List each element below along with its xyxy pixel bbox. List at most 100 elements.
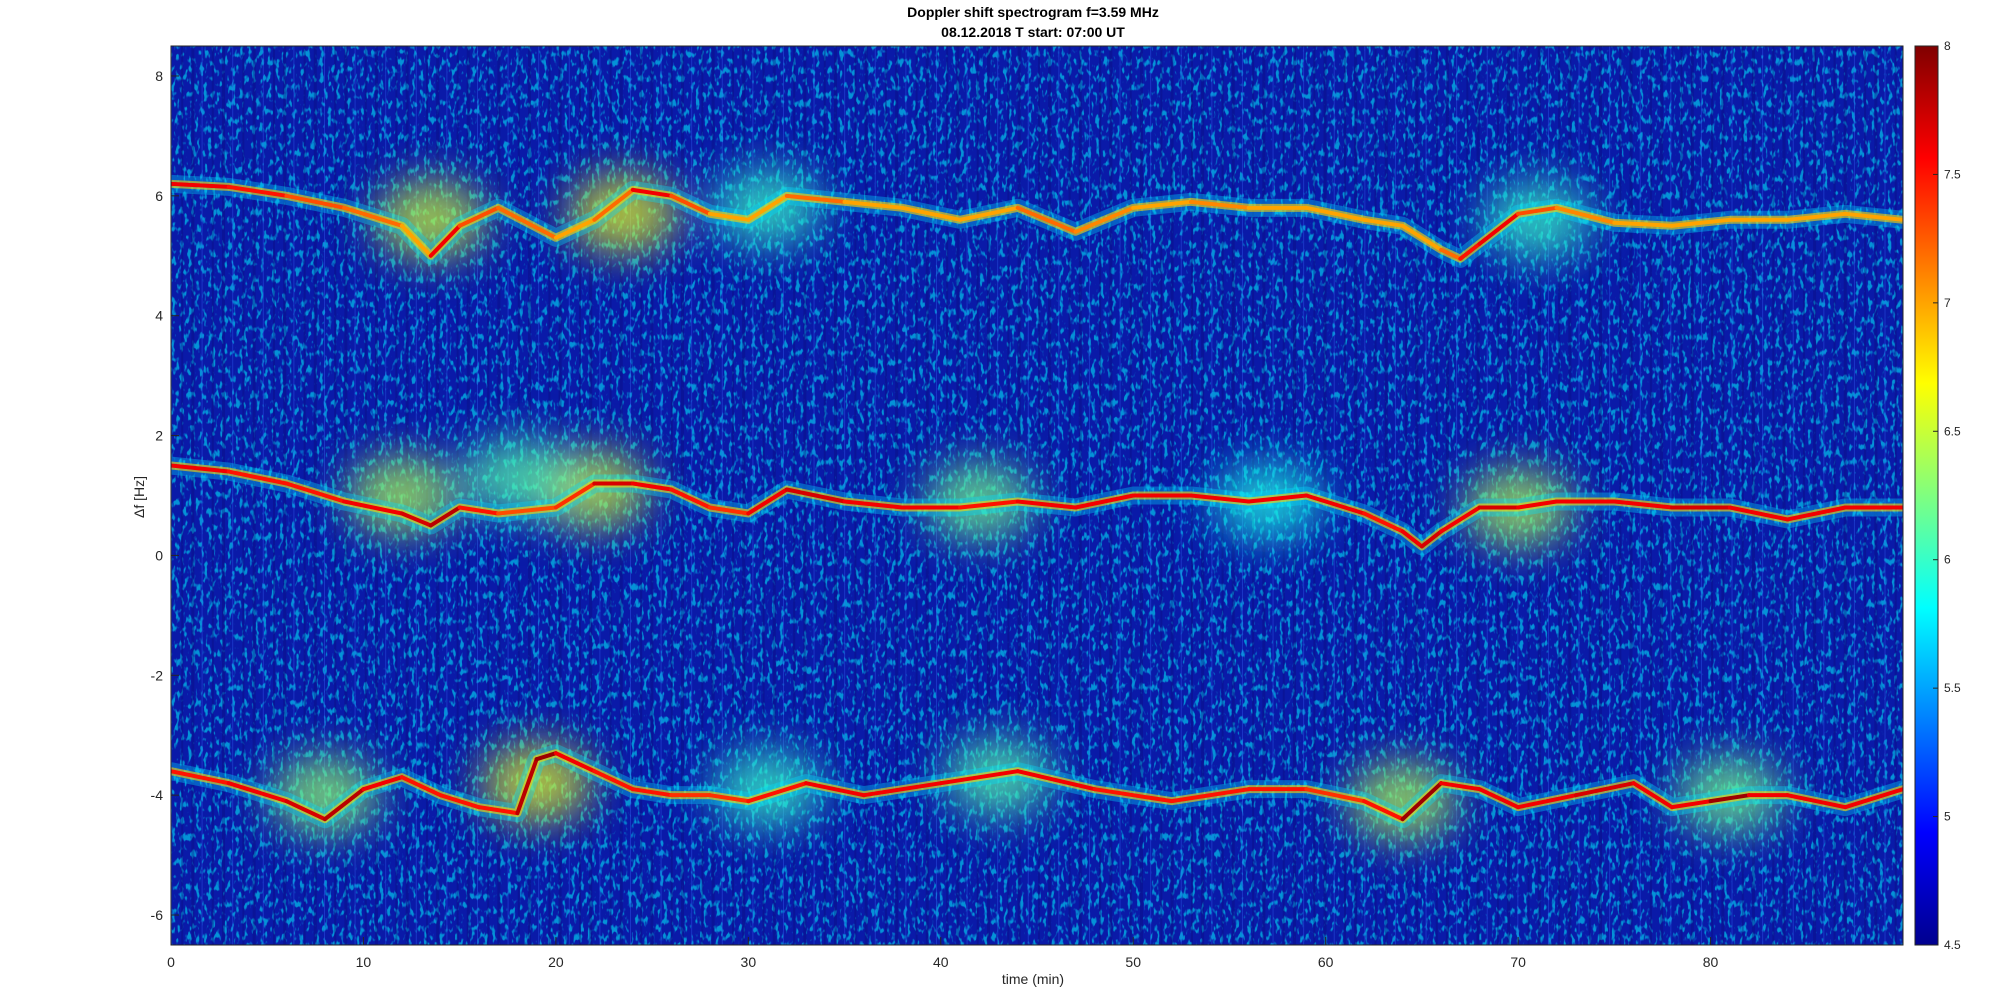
trace-segment — [1670, 799, 1713, 810]
stripe — [252, 46, 256, 945]
stripe — [864, 46, 868, 945]
trace-segment — [171, 769, 231, 786]
stripe — [1894, 46, 1897, 945]
trace-segment — [171, 463, 231, 474]
stripe — [1660, 46, 1664, 945]
trace-segment — [1554, 205, 1617, 225]
trace-segment — [958, 205, 1020, 222]
trace-segment — [534, 751, 558, 762]
x-axis: 0 10 20 30 40 50 60 70 80 — [167, 937, 1719, 970]
stripe — [1772, 46, 1775, 945]
stripe — [1802, 46, 1805, 945]
colorbar-tick-label: 6.5 — [1944, 424, 1961, 438]
trace-segment — [1612, 220, 1675, 228]
trace-segment — [938, 769, 1020, 786]
colorbar-tick-label: 5.5 — [1944, 681, 1961, 695]
trace-segment — [226, 469, 289, 486]
stripe — [844, 46, 846, 945]
stripe — [660, 46, 662, 945]
stripe — [1384, 46, 1388, 945]
stripe — [1048, 46, 1052, 945]
trace-segment — [630, 187, 674, 198]
x-tick-label: 30 — [741, 954, 757, 970]
trace-segment — [669, 193, 712, 216]
trace-segment — [399, 511, 433, 528]
trace-segment — [746, 487, 789, 516]
trace-segment — [1516, 499, 1559, 510]
stripe — [1762, 46, 1764, 945]
trace-segment — [1419, 529, 1444, 549]
trace-segment — [399, 223, 433, 258]
trace-segment — [1439, 505, 1482, 534]
trace-segment — [1073, 493, 1136, 510]
trace-segment — [1400, 223, 1444, 252]
cluster-blob — [1482, 181, 1593, 258]
stripe — [650, 46, 654, 945]
trace-segment — [784, 193, 847, 204]
stripe — [1884, 46, 1886, 945]
trace-segment — [1015, 205, 1078, 234]
trace-segment — [361, 775, 404, 792]
trace-segment — [1785, 793, 1848, 810]
trace-segment — [1843, 211, 1903, 222]
trace-segment — [842, 199, 905, 210]
cluster-blob — [462, 439, 573, 516]
stripe — [1333, 46, 1335, 945]
stripe — [721, 46, 723, 945]
stripe — [1099, 46, 1102, 945]
trace-segment — [284, 481, 347, 504]
stripe — [1711, 46, 1714, 945]
trace-segment — [669, 487, 712, 510]
trace-segment — [784, 487, 847, 504]
trace-segment — [342, 205, 404, 228]
stripe — [1456, 46, 1458, 945]
stripe — [1813, 46, 1817, 945]
stripe — [1354, 46, 1358, 945]
x-tick-label: 0 — [167, 954, 175, 970]
stripe — [1078, 46, 1082, 945]
x-axis-label: time (min) — [1002, 971, 1064, 987]
trace-segment — [1573, 781, 1636, 798]
stripe — [221, 46, 225, 945]
stripe — [1374, 46, 1377, 945]
stripe — [1731, 46, 1733, 945]
trace-segment — [1516, 793, 1578, 810]
stripe — [1588, 46, 1591, 945]
stripe — [283, 46, 287, 945]
stripe — [915, 46, 918, 945]
stripe — [1058, 46, 1060, 945]
stripe — [711, 46, 715, 945]
y-tick-label: -2 — [151, 667, 164, 683]
x-tick-label: 10 — [356, 954, 372, 970]
y-tick-label: 2 — [155, 428, 163, 444]
stripe — [1037, 46, 1040, 945]
trace-segment — [900, 205, 963, 222]
x-tick-label: 40 — [933, 954, 949, 970]
cluster-blob — [1347, 763, 1458, 840]
stripe — [232, 46, 234, 945]
trace-2 — [171, 456, 1903, 556]
stripe — [1445, 46, 1449, 945]
trace-segment — [553, 217, 597, 240]
stripe — [1425, 46, 1427, 945]
stripe — [1405, 46, 1408, 945]
stripe — [1068, 46, 1071, 945]
cluster-blob — [375, 181, 486, 258]
trace-segment — [1477, 211, 1521, 246]
stripe — [1435, 46, 1438, 945]
trace-segment — [707, 505, 751, 516]
chart-subtitle: 08.12.2018 T start: 07:00 UT — [941, 24, 1125, 40]
trace-segment — [1169, 787, 1251, 804]
trace-segment — [1477, 787, 1521, 810]
plot-frame — [170, 45, 1904, 946]
x-tick-label: 70 — [1510, 954, 1526, 970]
trace-segment — [630, 481, 674, 492]
trace-segment — [457, 205, 501, 228]
trace-segment — [861, 781, 943, 798]
stripe — [211, 46, 214, 945]
trace-segment — [1843, 787, 1903, 810]
trace-segment — [322, 787, 366, 822]
y-tick-label: 8 — [155, 68, 163, 84]
cluster-blob — [269, 757, 380, 834]
